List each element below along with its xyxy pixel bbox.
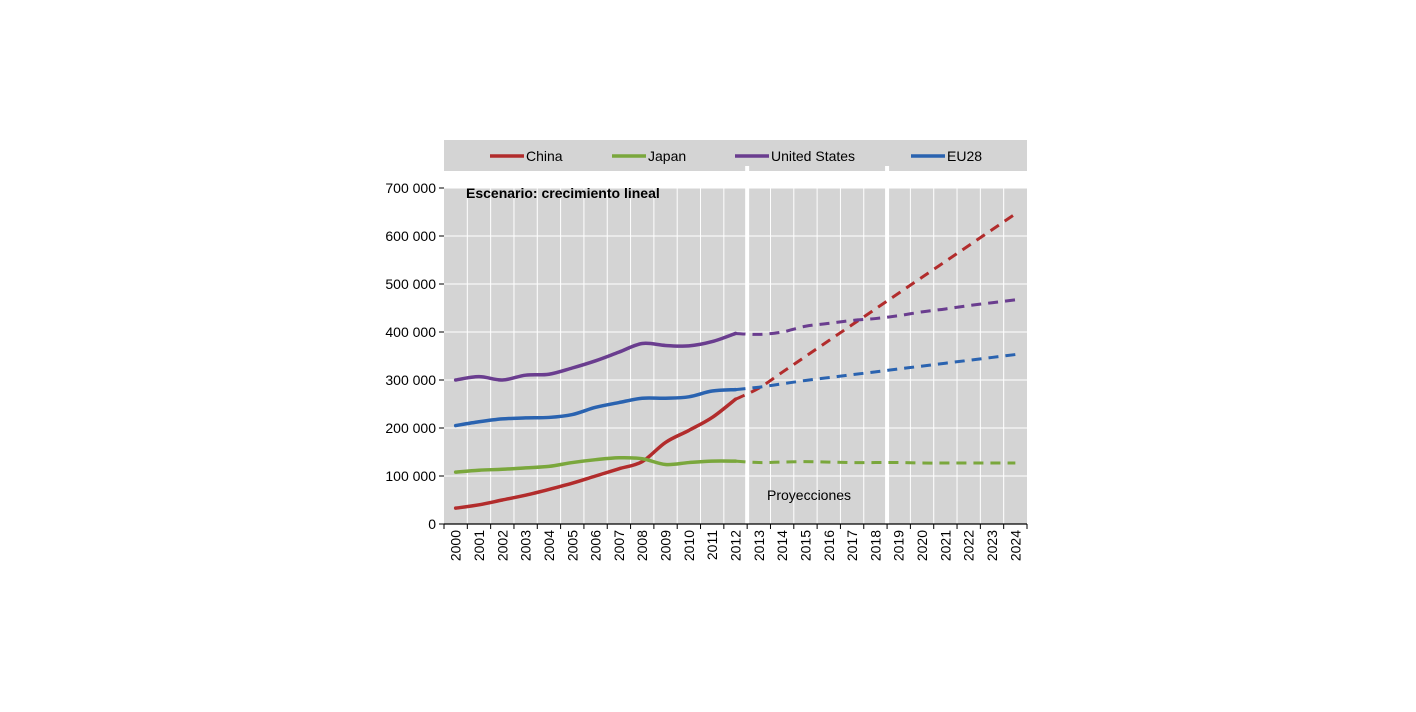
series-lines [453,212,1017,510]
y-tick-label: 500 000 [385,276,436,292]
chart-subtitle: Escenario: crecimiento lineal [466,185,660,201]
x-tick-label: 2015 [797,530,813,561]
legend-item: United States [735,148,855,164]
projection-separators [745,166,890,524]
legend-item: Japan [612,148,686,164]
x-tick-label: 2004 [541,530,557,561]
x-tick-label: 2016 [821,530,837,561]
series-line-projection [735,459,1016,465]
x-tick-label: 2009 [658,530,674,561]
x-tick-label: 2002 [494,530,510,561]
series-line-projection [735,298,1016,336]
series-line-projection [735,353,1016,392]
x-axis: 2000 2001 2002 2003 2004 2005 2006 2007 2008 2009… [443,524,1028,561]
legend-item: China [490,148,563,164]
x-tick-label: 2006 [588,530,604,561]
series-line-historical [453,331,738,382]
legend: China Japan United States EU28 [444,140,1027,171]
x-tick-label: 2021 [937,530,953,561]
x-tick-label: 2008 [634,530,650,561]
y-tick-label: 0 [428,516,436,532]
x-tick-label: 2023 [984,530,1000,561]
y-tick-label: 700 000 [385,180,436,196]
legend-item: EU28 [911,148,982,164]
x-tick-label: 2003 [518,530,534,561]
series-united-states [453,298,1016,382]
y-tick-label: 100 000 [385,468,436,484]
y-tick-label: 400 000 [385,324,436,340]
y-axis: 0 100 000 200 000 300 000 400 000 500 000 600 … [385,180,444,532]
x-tick-label: 2022 [961,530,977,561]
legend-label: Japan [648,148,686,164]
series-line-historical [453,387,738,428]
series-line-projection [734,212,1017,401]
x-tick-label: 2020 [914,530,930,561]
series-line-historical [453,397,738,510]
projections-label: Proyecciones [767,487,851,503]
x-tick-label: 2011 [704,530,720,560]
x-tick-label: 2014 [774,530,790,561]
x-tick-label: 2019 [891,530,907,561]
x-tick-label: 2000 [448,530,464,561]
y-tick-label: 300 000 [385,372,436,388]
series-japan [453,455,1016,474]
x-tick-label: 2001 [471,530,487,561]
x-tick-label: 2007 [611,530,627,561]
series-china [453,212,1017,510]
x-tick-label: 2018 [867,530,883,561]
x-tick-label: 2010 [681,530,697,561]
x-tick-label: 2012 [728,530,744,561]
legend-label: United States [771,148,855,164]
series-line-historical [453,455,738,474]
series-eu28 [453,353,1016,428]
legend-label: EU28 [947,148,982,164]
y-tick-label: 200 000 [385,420,436,436]
x-tick-label: 2024 [1007,530,1023,561]
x-tick-label: 2005 [564,530,580,561]
y-tick-label: 600 000 [385,228,436,244]
legend-label: China [526,148,563,164]
x-tick-label: 2013 [751,530,767,561]
x-tick-label: 2017 [844,530,860,561]
plot-background [444,188,1027,524]
